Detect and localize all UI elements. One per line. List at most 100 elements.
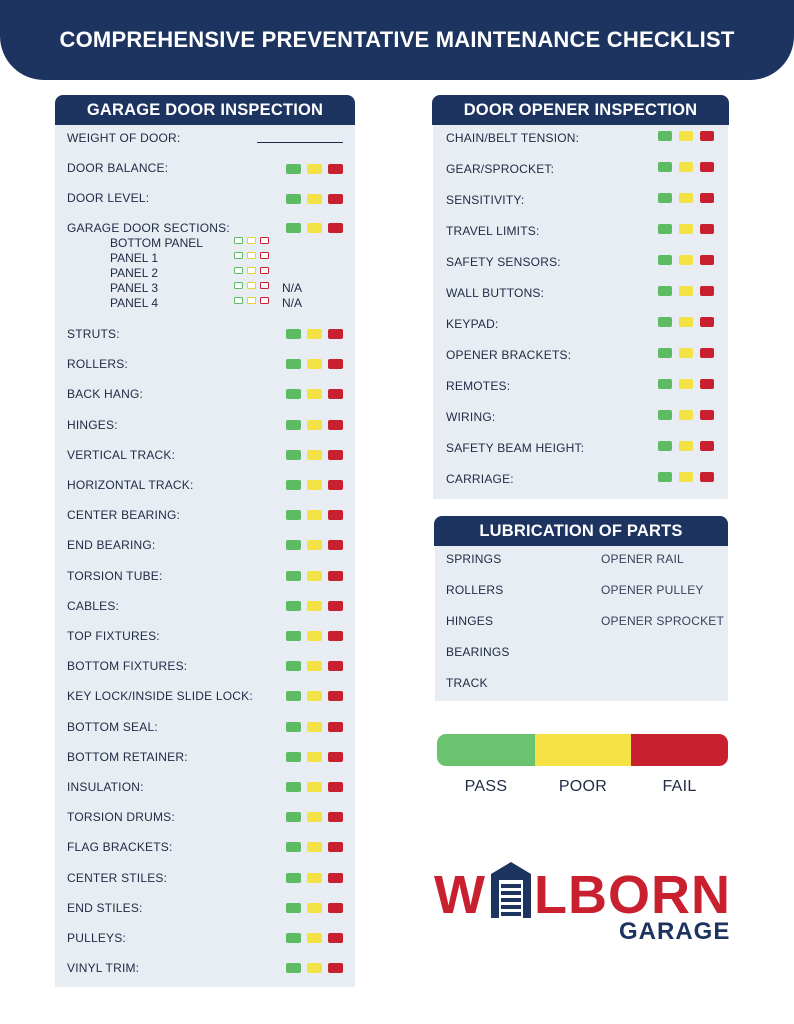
garage-item-2-fail-checkbox[interactable]: [328, 389, 343, 400]
garage-item-14-fail-checkbox[interactable]: [328, 751, 343, 762]
garage-item-18-poor-checkbox[interactable]: [307, 872, 322, 883]
garage-item-21-poor-checkbox[interactable]: [307, 963, 322, 974]
opener-item-9-fail-checkbox[interactable]: [700, 410, 714, 420]
garage-item-6-fail-checkbox[interactable]: [328, 510, 343, 521]
garage-item-6-pass-checkbox[interactable]: [286, 510, 301, 521]
garage-item-2-poor-checkbox[interactable]: [307, 389, 322, 400]
opener-item-2-fail-checkbox[interactable]: [700, 193, 714, 203]
opener-item-11-poor-checkbox[interactable]: [679, 472, 693, 482]
garage-item-16-fail-checkbox[interactable]: [328, 812, 343, 823]
opener-item-1-fail-checkbox[interactable]: [700, 162, 714, 172]
opener-item-5-pass-checkbox[interactable]: [658, 286, 672, 296]
opener-item-5-fail-checkbox[interactable]: [700, 286, 714, 296]
garage-item-10-fail-checkbox[interactable]: [328, 631, 343, 641]
opener-item-8-fail-checkbox[interactable]: [700, 379, 714, 389]
garage-item-8-fail-checkbox[interactable]: [328, 570, 343, 581]
garage-item-4-fail-checkbox[interactable]: [328, 449, 343, 460]
garage-item-0-poor-checkbox[interactable]: [307, 329, 322, 339]
garage-item-5-poor-checkbox[interactable]: [307, 480, 322, 490]
opener-item-4-poor-checkbox[interactable]: [679, 255, 693, 265]
garage-item-20-poor-checkbox[interactable]: [307, 933, 322, 943]
garage-item-4-pass-checkbox[interactable]: [286, 449, 301, 460]
opener-item-2-pass-checkbox[interactable]: [658, 193, 672, 203]
garage-item-7-fail-checkbox[interactable]: [328, 540, 343, 551]
garage-item-13-poor-checkbox[interactable]: [307, 721, 322, 732]
opener-item-2-poor-checkbox[interactable]: [679, 193, 693, 203]
garage-item-1-fail-checkbox[interactable]: [328, 359, 343, 370]
panel-3-poor-checkbox[interactable]: [247, 282, 256, 289]
garage-item-9-pass-checkbox[interactable]: [286, 600, 301, 611]
garage-item-15-poor-checkbox[interactable]: [307, 782, 322, 792]
garage-item-11-poor-checkbox[interactable]: [307, 661, 322, 672]
garage-item-9-poor-checkbox[interactable]: [307, 600, 322, 611]
garage-item-16-poor-checkbox[interactable]: [307, 812, 322, 823]
panel-1-poor-checkbox[interactable]: [247, 252, 256, 259]
panel-3-fail-checkbox[interactable]: [260, 282, 269, 289]
door-balance-pass-checkbox[interactable]: [286, 164, 301, 174]
garage-item-3-pass-checkbox[interactable]: [286, 419, 301, 430]
opener-item-10-pass-checkbox[interactable]: [658, 441, 672, 451]
panel-2-pass-checkbox[interactable]: [234, 267, 243, 274]
door-balance-poor-checkbox[interactable]: [307, 164, 322, 174]
opener-item-0-pass-checkbox[interactable]: [658, 131, 672, 141]
garage-item-13-fail-checkbox[interactable]: [328, 721, 343, 732]
panel-1-fail-checkbox[interactable]: [260, 252, 269, 259]
garage-item-8-poor-checkbox[interactable]: [307, 570, 322, 581]
garage-item-17-pass-checkbox[interactable]: [286, 842, 301, 853]
panel-3-pass-checkbox[interactable]: [234, 282, 243, 289]
opener-item-3-fail-checkbox[interactable]: [700, 224, 714, 234]
garage-item-1-poor-checkbox[interactable]: [307, 359, 322, 370]
garage-item-15-fail-checkbox[interactable]: [328, 782, 343, 792]
opener-item-9-pass-checkbox[interactable]: [658, 410, 672, 420]
garage-item-14-pass-checkbox[interactable]: [286, 751, 301, 762]
opener-item-4-pass-checkbox[interactable]: [658, 255, 672, 265]
opener-item-3-pass-checkbox[interactable]: [658, 224, 672, 234]
garage-item-0-fail-checkbox[interactable]: [328, 329, 343, 339]
garage-item-19-poor-checkbox[interactable]: [307, 902, 322, 913]
garage-item-3-poor-checkbox[interactable]: [307, 419, 322, 430]
panel-4-pass-checkbox[interactable]: [234, 297, 243, 304]
garage-item-10-poor-checkbox[interactable]: [307, 631, 322, 641]
garage-item-8-pass-checkbox[interactable]: [286, 570, 301, 581]
door-balance-fail-checkbox[interactable]: [328, 164, 343, 174]
garage-item-12-poor-checkbox[interactable]: [307, 691, 322, 702]
garage-item-5-pass-checkbox[interactable]: [286, 480, 301, 490]
garage-item-12-fail-checkbox[interactable]: [328, 691, 343, 702]
opener-item-11-fail-checkbox[interactable]: [700, 472, 714, 482]
door-level-fail-checkbox[interactable]: [328, 194, 343, 204]
door-level-pass-checkbox[interactable]: [286, 194, 301, 204]
garage-item-9-fail-checkbox[interactable]: [328, 600, 343, 611]
garage-item-10-pass-checkbox[interactable]: [286, 631, 301, 641]
garage-item-18-pass-checkbox[interactable]: [286, 872, 301, 883]
garage-item-1-pass-checkbox[interactable]: [286, 359, 301, 370]
garage-item-11-fail-checkbox[interactable]: [328, 661, 343, 672]
garage-item-7-pass-checkbox[interactable]: [286, 540, 301, 551]
door-sections-poor-checkbox[interactable]: [307, 223, 322, 233]
opener-item-11-pass-checkbox[interactable]: [658, 472, 672, 482]
garage-item-5-fail-checkbox[interactable]: [328, 480, 343, 490]
garage-item-7-poor-checkbox[interactable]: [307, 540, 322, 551]
garage-item-21-pass-checkbox[interactable]: [286, 963, 301, 974]
door-sections-pass-checkbox[interactable]: [286, 223, 301, 233]
garage-item-4-poor-checkbox[interactable]: [307, 449, 322, 460]
panel-2-poor-checkbox[interactable]: [247, 267, 256, 274]
garage-item-16-pass-checkbox[interactable]: [286, 812, 301, 823]
garage-item-17-fail-checkbox[interactable]: [328, 842, 343, 853]
panel-0-poor-checkbox[interactable]: [247, 237, 256, 244]
opener-item-1-pass-checkbox[interactable]: [658, 162, 672, 172]
garage-item-15-pass-checkbox[interactable]: [286, 782, 301, 792]
garage-item-17-poor-checkbox[interactable]: [307, 842, 322, 853]
opener-item-7-fail-checkbox[interactable]: [700, 348, 714, 358]
opener-item-8-poor-checkbox[interactable]: [679, 379, 693, 389]
panel-0-fail-checkbox[interactable]: [260, 237, 269, 244]
garage-item-13-pass-checkbox[interactable]: [286, 721, 301, 732]
garage-item-0-pass-checkbox[interactable]: [286, 329, 301, 339]
garage-item-11-pass-checkbox[interactable]: [286, 661, 301, 672]
opener-item-0-fail-checkbox[interactable]: [700, 131, 714, 141]
opener-item-6-pass-checkbox[interactable]: [658, 317, 672, 327]
weight-input-line[interactable]: [257, 142, 343, 143]
panel-2-fail-checkbox[interactable]: [260, 267, 269, 274]
garage-item-2-pass-checkbox[interactable]: [286, 389, 301, 400]
garage-item-6-poor-checkbox[interactable]: [307, 510, 322, 521]
door-level-poor-checkbox[interactable]: [307, 194, 322, 204]
